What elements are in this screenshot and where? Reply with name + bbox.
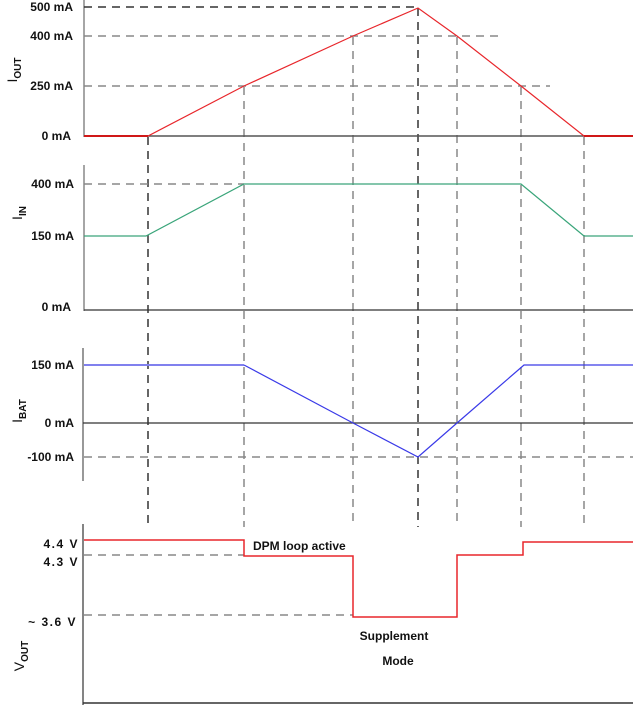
- vout-tick-4v4: 4.4 V: [43, 537, 79, 551]
- iin-tick-400: 400 mA: [31, 177, 74, 191]
- iout-tick-250: 250 mA: [30, 79, 73, 93]
- iin-axis-label: IIN: [9, 206, 29, 220]
- vertical-markers: [147, 8, 585, 527]
- ibat-tick-0: 0 mA: [45, 416, 75, 430]
- ibat-label-main: I: [9, 419, 25, 423]
- vout-tick-3v6: ~ 3.6 V: [28, 615, 77, 629]
- iout-tick-500: 500 mA: [30, 0, 73, 14]
- iout-tick-0: 0 mA: [42, 129, 72, 143]
- iout-trace: [84, 7, 633, 137]
- vout-label-main: V: [11, 661, 27, 671]
- panel-ibat: 150 mA 0 mA -100 mA IBAT: [9, 348, 633, 481]
- iin-trace: [84, 183, 633, 237]
- ibat-trace: [243, 364, 633, 458]
- vout-axis-label: VOUT: [11, 641, 31, 671]
- panel-iout: 500 mA 400 mA 250 mA 0 mA IOUT: [4, 0, 633, 143]
- ibat-axis-label: IBAT: [9, 399, 29, 423]
- annotation-mode: Mode: [382, 654, 414, 668]
- ibat-label-sub: BAT: [18, 399, 29, 419]
- iin-label-sub: IN: [18, 206, 29, 216]
- iin-tick-0: 0 mA: [42, 300, 72, 314]
- ibat-tick-150: 150 mA: [31, 358, 74, 372]
- iout-axis-label: IOUT: [4, 58, 24, 83]
- iout-tick-400: 400 mA: [30, 29, 73, 43]
- iout-label-sub: OUT: [13, 58, 24, 79]
- vout-trace: [84, 539, 633, 618]
- annotation-supplement: Supplement: [360, 629, 429, 643]
- vout-tick-4v3: 4.3 V: [43, 555, 79, 569]
- iin-tick-150: 150 mA: [31, 229, 74, 243]
- vout-label-sub: OUT: [20, 641, 31, 662]
- annotation-dpm-loop-active: DPM loop active: [253, 539, 346, 553]
- panel-iin: 400 mA 150 mA 0 mA IIN: [9, 165, 633, 314]
- iout-label-main: I: [4, 79, 20, 83]
- iin-label-main: I: [9, 216, 25, 220]
- ibat-tick-minus100: -100 mA: [27, 450, 74, 464]
- panel-vout: 4.4 V 4.3 V ~ 3.6 V VOUT DPM loop active…: [11, 524, 633, 705]
